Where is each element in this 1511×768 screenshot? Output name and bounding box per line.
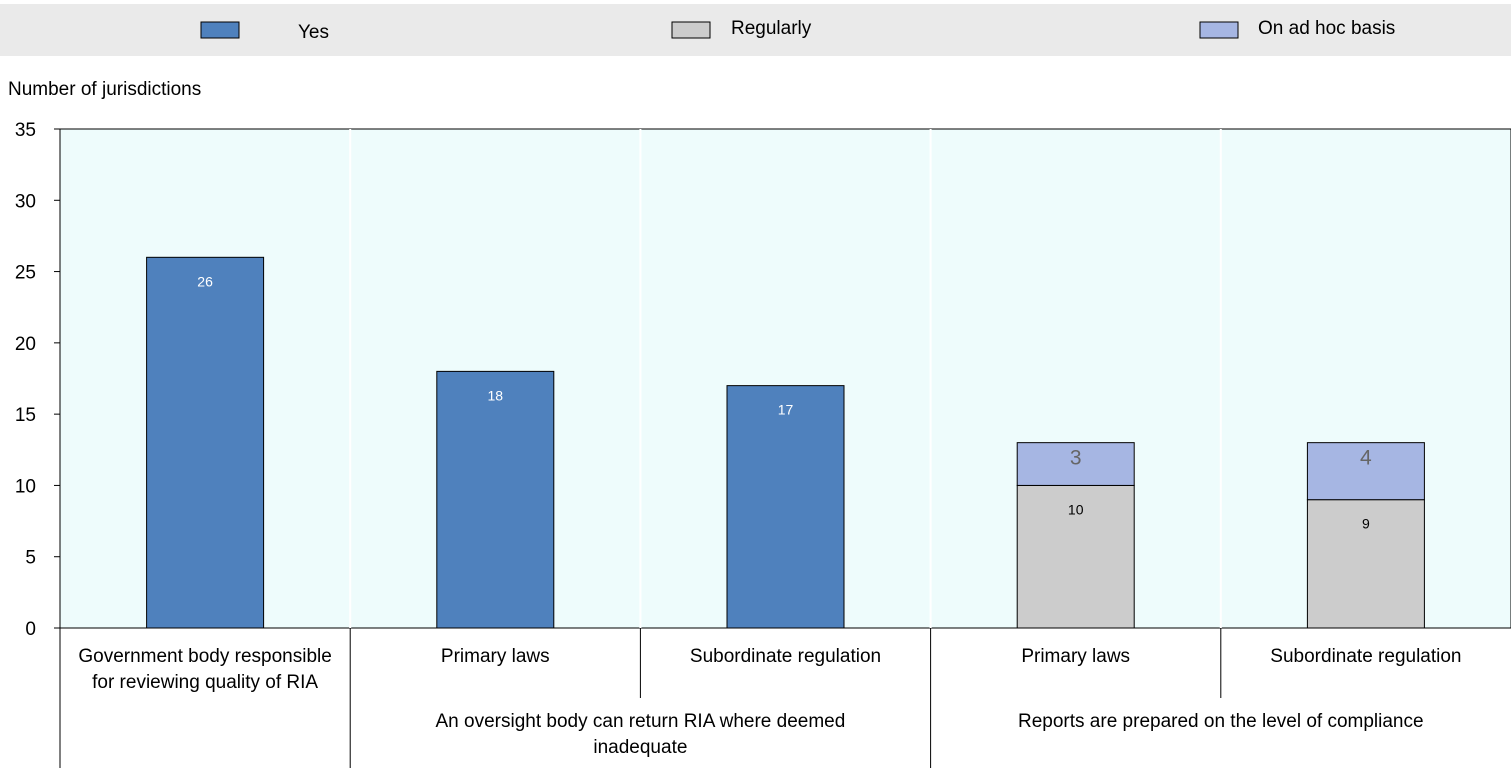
x-category-label-0: for reviewing quality of RIA bbox=[92, 672, 318, 693]
data-label-0-0: 26 bbox=[197, 273, 213, 289]
y-tick-label-2: 10 bbox=[15, 476, 36, 497]
bar-4-2 bbox=[1306, 442, 1425, 501]
x-category-label-4: Subordinate regulation bbox=[1270, 646, 1461, 667]
x-category-label-0: Government body responsible bbox=[78, 646, 331, 667]
y-tick-label-7: 35 bbox=[15, 120, 36, 141]
data-label-2-0: 17 bbox=[778, 402, 794, 418]
y-tick-label-4: 20 bbox=[15, 334, 36, 355]
bar-3-1 bbox=[1016, 484, 1135, 629]
legend-label-0: Yes bbox=[298, 22, 329, 43]
x-group-label-1: Reports are prepared on the level of com… bbox=[1018, 711, 1424, 732]
x-category-label-3: Primary laws bbox=[1021, 646, 1130, 667]
value-labels: 26 18 17 10 3 9 4 bbox=[197, 273, 1372, 531]
y-axis-title: Number of jurisdictions bbox=[8, 79, 201, 100]
data-label-1-0: 18 bbox=[488, 387, 504, 403]
legend: Yes Regularly On ad hoc basis bbox=[0, 4, 1511, 56]
legend-label-2: On ad hoc basis bbox=[1258, 18, 1395, 39]
y-tick-label-3: 15 bbox=[15, 405, 36, 426]
bar-1-0 bbox=[436, 370, 555, 629]
y-tick-label-0: 0 bbox=[25, 619, 36, 640]
legend-background bbox=[0, 4, 1511, 56]
bar-4-1 bbox=[1306, 499, 1425, 629]
legend-swatch-2 bbox=[1199, 21, 1239, 39]
bar-3-2 bbox=[1016, 442, 1135, 486]
y-tick-label-6: 30 bbox=[15, 191, 36, 212]
x-axis-categories: Government body responsible for reviewing… bbox=[59, 628, 1462, 768]
data-label-3-2: 3 bbox=[1070, 447, 1082, 470]
data-label-4-2: 4 bbox=[1360, 447, 1372, 470]
bar-0-0 bbox=[146, 256, 265, 629]
y-tick-label-5: 25 bbox=[15, 263, 36, 284]
x-group-label-0: inadequate bbox=[593, 737, 687, 758]
bar-2-0 bbox=[726, 385, 845, 629]
x-group-label-0: An oversight body can return RIA where d… bbox=[436, 711, 846, 732]
legend-label-1: Regularly bbox=[731, 18, 812, 39]
legend-swatch-1 bbox=[671, 21, 711, 39]
axes bbox=[349, 129, 1222, 628]
bars bbox=[146, 256, 1425, 629]
y-tick-label-1: 5 bbox=[25, 548, 36, 569]
y-axis-ticks: 0 5 10 15 20 25 30 35 bbox=[15, 120, 60, 640]
x-category-label-2: Subordinate regulation bbox=[690, 646, 881, 667]
x-category-label-1: Primary laws bbox=[441, 646, 550, 667]
data-label-3-1: 10 bbox=[1068, 501, 1084, 517]
legend-swatch-0 bbox=[200, 21, 240, 39]
data-label-4-1: 9 bbox=[1362, 516, 1370, 532]
